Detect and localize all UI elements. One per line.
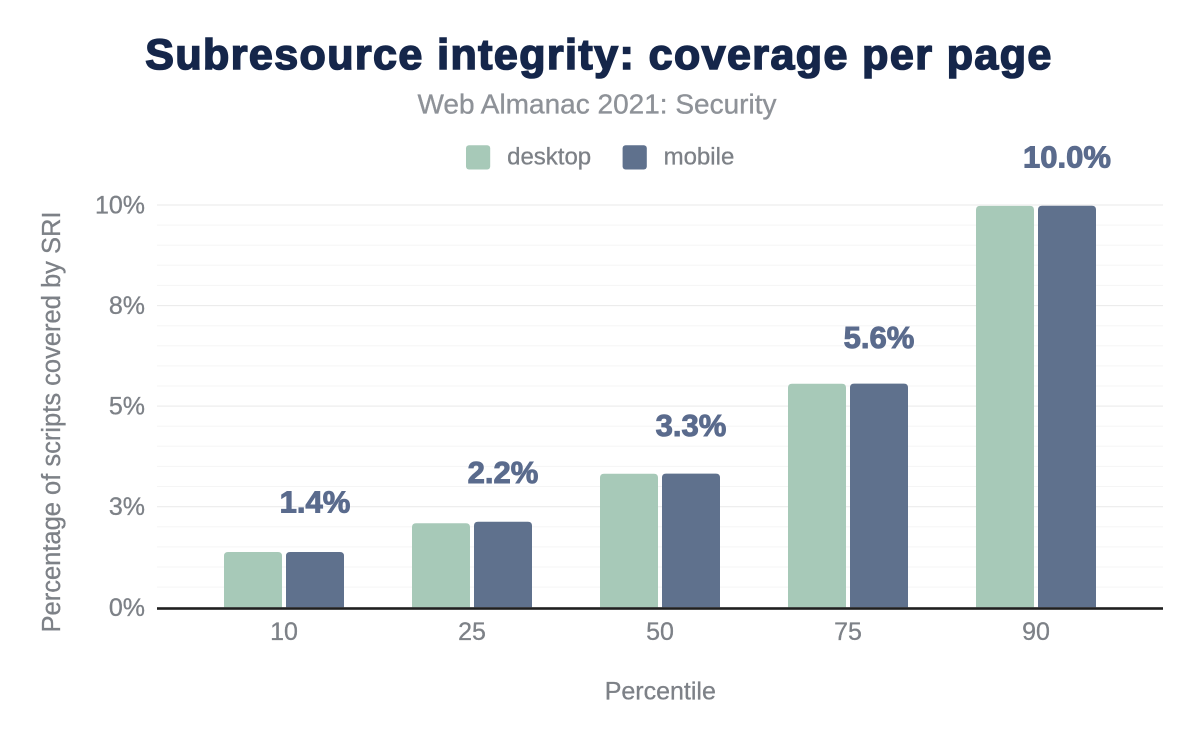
svg-text:75: 75 bbox=[834, 618, 862, 646]
svg-text:Web Almanac 2021: Security: Web Almanac 2021: Security bbox=[417, 89, 776, 120]
svg-text:3.3%: 3.3% bbox=[656, 408, 727, 443]
svg-text:50: 50 bbox=[646, 618, 674, 646]
svg-text:10: 10 bbox=[270, 618, 298, 646]
svg-text:10.0%: 10.0% bbox=[1023, 140, 1111, 175]
svg-text:90: 90 bbox=[1022, 618, 1050, 646]
svg-text:desktop: desktop bbox=[507, 144, 591, 171]
svg-text:mobile: mobile bbox=[664, 144, 735, 171]
svg-text:Percentile: Percentile bbox=[605, 678, 716, 706]
svg-text:3%: 3% bbox=[109, 493, 145, 521]
svg-text:25: 25 bbox=[458, 618, 486, 646]
svg-text:5.6%: 5.6% bbox=[844, 320, 915, 355]
svg-text:Subresource integrity: coverag: Subresource integrity: coverage per page bbox=[145, 31, 1053, 79]
svg-text:5%: 5% bbox=[109, 393, 145, 421]
svg-text:1.4%: 1.4% bbox=[280, 485, 351, 520]
svg-text:8%: 8% bbox=[109, 292, 145, 320]
svg-text:10%: 10% bbox=[95, 192, 145, 220]
svg-text:2.2%: 2.2% bbox=[468, 455, 539, 490]
svg-text:0%: 0% bbox=[109, 594, 145, 622]
svg-text:Percentage of scripts covered: Percentage of scripts covered by SRI bbox=[38, 212, 66, 633]
